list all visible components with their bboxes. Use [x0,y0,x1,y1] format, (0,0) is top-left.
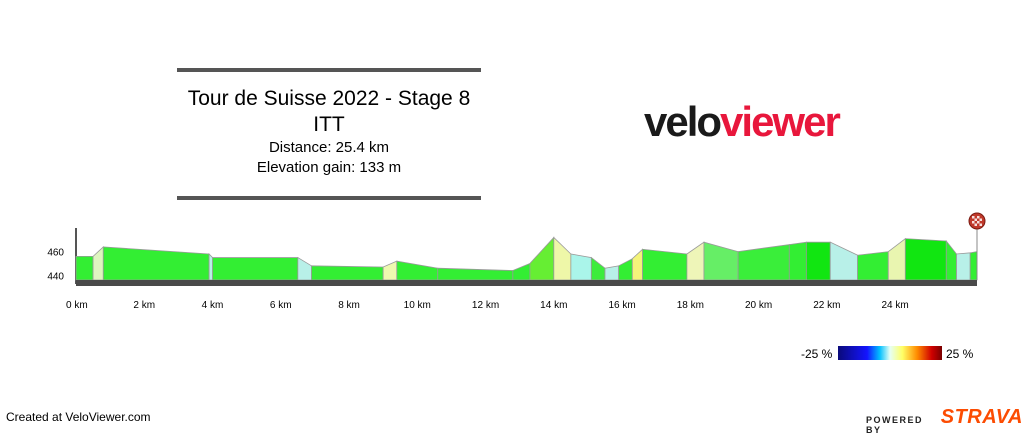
finish-check [974,218,977,221]
profile-segment [604,265,620,281]
profile-segment [904,238,947,281]
profile-segment [969,251,978,281]
profile-segment [75,255,94,281]
profile-segment [553,236,572,281]
finish-check [977,221,980,224]
profile-segment [102,246,210,281]
title-bottom-rule [177,196,481,200]
gradient-scale-bar [838,346,942,360]
title-block: Tour de Suisse 2022 - Stage 8 ITT Distan… [177,68,481,200]
profile-segment [829,241,858,281]
scale-max-label: 25 % [946,347,974,361]
profile-segment [437,267,514,281]
profile-segment [887,237,906,281]
y-tick-label: 460 [47,248,64,259]
profile-segment [297,256,312,281]
profile-segment [396,260,439,281]
profile-segment [956,252,971,281]
profile-segment [590,256,606,281]
x-tick-label: 16 km [608,300,635,311]
road-band [76,280,977,286]
profile-segment [631,248,643,281]
x-tick-label: 14 km [540,300,567,311]
finish-check [977,216,980,219]
x-tick-label: 22 km [813,300,840,311]
finish-check [979,223,982,226]
x-tick-label: 0 km [66,300,88,311]
finish-check [972,216,975,219]
finish-check [979,218,982,221]
created-at-text: Created at VeloViewer.com [6,410,151,424]
x-tick-label: 8 km [338,300,360,311]
elevation-profile-chart: 440 460 0 km 2 km 4 km 6 km 8 km 10 km 12 km 14 k… [47,212,986,311]
x-tick-label: 24 km [881,300,908,311]
profile-segment [737,244,790,281]
x-tick-label: 20 km [745,300,772,311]
y-tick-label: 440 [47,271,64,282]
distance-text: Distance: 25.4 km [268,139,390,156]
profile-segment [686,241,705,281]
x-tick-label: 6 km [270,300,292,311]
profile-segment [642,248,688,281]
powered-by-label: POWERED BY [866,415,924,435]
strava-logo: STRAVA [940,406,1023,428]
elevation-text: Elevation gain: 133 m [256,159,402,176]
x-tick-label: 4 km [202,300,224,311]
profile-segment [703,241,739,281]
profile-segment [382,260,398,281]
stage-title: Tour de Suisse 2022 - Stage 8 ITT [187,87,471,136]
x-tick-label: 10 km [404,300,431,311]
x-tick-label: 12 km [472,300,499,311]
profile-segment [570,253,592,281]
x-tick-label: 18 km [677,300,704,311]
profile-segment [212,257,299,281]
profile-segment [512,262,531,281]
profile-segment [311,265,384,281]
veloviewer-logo: veloviewer [644,98,841,145]
profile-segment [618,258,633,281]
x-tick-label: 2 km [133,300,155,311]
profile-segment [788,241,807,281]
profile-segment [92,245,104,281]
finish-check [972,221,975,224]
scale-min-label: -25 % [801,347,833,361]
profile-segment [857,251,889,281]
powered-by-strava: POWERED BY STRAVA [866,406,1023,435]
title-top-rule [177,68,481,72]
profile-segment [805,241,831,281]
profile-segment [529,236,555,281]
profile-segment [945,239,957,281]
finish-check [974,223,977,226]
profile-segment [208,253,213,281]
